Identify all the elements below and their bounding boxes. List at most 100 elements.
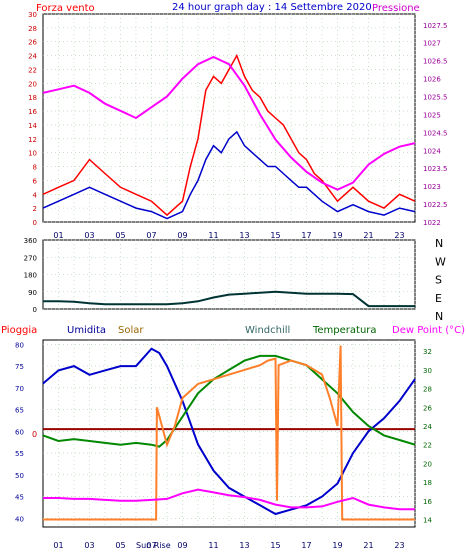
wind-tick-label: 26 xyxy=(28,39,37,47)
wind-tick-label: 18 xyxy=(28,94,37,102)
wind-axis-title: Forza vento xyxy=(36,3,95,14)
humidity-tick-label: 70 xyxy=(15,385,24,393)
series-line xyxy=(42,53,416,217)
wind-tick-label: 6 xyxy=(33,177,38,185)
humidity-tick-label: 75 xyxy=(15,363,24,371)
wind-tick-label: 10 xyxy=(28,150,37,158)
compass-tick-label: W xyxy=(435,255,446,268)
direction-tick-label: 90 xyxy=(28,289,37,297)
x-tick-label: 01 xyxy=(53,541,63,550)
series-line xyxy=(42,55,416,191)
temperature-tick-label: 30 xyxy=(423,367,432,375)
x-tick-label: 05 xyxy=(115,231,125,240)
x-tick-label: 11 xyxy=(208,231,218,240)
legend-solar: Solar xyxy=(118,325,144,336)
wind-tick-label: 2 xyxy=(33,205,37,213)
rain-level-label: 0 xyxy=(32,430,37,439)
direction-tick-label: 180 xyxy=(24,272,37,280)
pressure-tick-label: 1026 xyxy=(423,76,441,84)
temperature-tick-label: 20 xyxy=(423,460,432,468)
x-tick-label: 07 xyxy=(146,231,156,240)
x-tick-label: 05 xyxy=(115,541,125,550)
compass-tick-label: S xyxy=(435,274,442,287)
series-line xyxy=(43,290,415,308)
direction-tick-label: 0 xyxy=(33,306,37,314)
humidity-tick-label: 40 xyxy=(15,515,24,523)
wind-tick-label: 30 xyxy=(28,11,37,19)
x-tick-label: 09 xyxy=(177,541,187,550)
pressure-tick-label: 1025.5 xyxy=(423,93,448,101)
wind-tick-label: 4 xyxy=(33,191,38,199)
wind-tick-label: 16 xyxy=(28,108,37,116)
wind-tick-label: 20 xyxy=(28,80,37,88)
compass-tick-label: N xyxy=(435,237,443,250)
wind-tick-label: 8 xyxy=(33,164,37,172)
humidity-tick-label: 65 xyxy=(15,407,24,415)
pressure-tick-label: 1027 xyxy=(423,40,441,48)
tick-layer: 02468101214161820222426283010221022.5102… xyxy=(15,11,448,550)
pressure-tick-label: 1023 xyxy=(423,183,441,191)
legend-pioggia: Pioggia xyxy=(1,325,37,336)
pressure-tick-label: 1026.5 xyxy=(423,58,448,66)
x-tick-label: 15 xyxy=(270,541,280,550)
temperature-tick-label: 14 xyxy=(423,517,432,525)
pressure-tick-label: 1022 xyxy=(423,219,441,227)
x-tick-label: 03 xyxy=(84,541,94,550)
pressure-tick-label: 1027.5 xyxy=(423,22,448,30)
temperature-tick-label: 28 xyxy=(423,386,432,394)
chart-title: 24 hour graph day : 14 Settembre 2020 xyxy=(172,2,372,13)
pressure-tick-label: 1022.5 xyxy=(423,201,448,209)
x-tick-label: 17 xyxy=(301,231,311,240)
temperature-tick-label: 24 xyxy=(423,423,432,431)
x-tick-label: 15 xyxy=(270,231,280,240)
direction-tick-label: 360 xyxy=(24,237,37,245)
humidity-tick-label: 60 xyxy=(15,428,24,436)
wind-tick-label: 0 xyxy=(33,219,37,227)
humidity-tick-label: 55 xyxy=(15,450,24,458)
x-tick-label: 11 xyxy=(208,541,218,550)
x-tick-label: 17 xyxy=(301,541,311,550)
series-layer xyxy=(42,53,416,521)
x-tick-label: 21 xyxy=(363,541,373,550)
series-line xyxy=(43,488,415,511)
direction-tick-label: 270 xyxy=(24,254,37,262)
x-tick-label: 07 xyxy=(146,541,156,550)
x-tick-label: 09 xyxy=(177,231,187,240)
sunrise-label: Sun Rise xyxy=(136,541,171,550)
legend-temperatura: Temperatura xyxy=(312,325,377,336)
x-tick-label: 19 xyxy=(332,231,342,240)
legend-windchill: Windchill xyxy=(245,325,290,336)
series-line xyxy=(42,347,416,516)
legend-dew-point: Dew Point (°C) xyxy=(392,325,465,336)
temperature-tick-label: 22 xyxy=(423,442,432,450)
pressure-tick-label: 1024 xyxy=(423,147,441,155)
temperature-tick-label: 18 xyxy=(423,479,432,487)
compass-tick-label: E xyxy=(435,292,442,305)
wind-tick-label: 12 xyxy=(28,136,37,144)
humidity-tick-label: 50 xyxy=(15,472,24,480)
pressure-axis-title: Pressione xyxy=(372,3,420,14)
pressure-tick-label: 1025 xyxy=(423,111,441,119)
temperature-tick-label: 16 xyxy=(423,498,432,506)
series-line xyxy=(42,354,416,448)
humidity-tick-label: 80 xyxy=(15,341,24,349)
x-tick-label: 01 xyxy=(53,231,63,240)
x-tick-label: 23 xyxy=(394,231,404,240)
direction-panel-frame xyxy=(42,239,416,310)
wind-tick-label: 22 xyxy=(28,66,37,74)
pressure-tick-label: 1023.5 xyxy=(423,165,448,173)
x-tick-label: 19 xyxy=(332,541,342,550)
x-tick-label: 21 xyxy=(363,231,373,240)
temperature-tick-label: 26 xyxy=(423,404,432,412)
x-tick-label: 03 xyxy=(84,231,94,240)
pressure-tick-label: 1024.5 xyxy=(423,129,448,137)
wind-tick-label: 28 xyxy=(28,25,37,33)
x-tick-label: 13 xyxy=(239,541,249,550)
compass-tick-label: N xyxy=(435,310,443,323)
wind-tick-label: 24 xyxy=(28,53,37,61)
humidity-tick-label: 45 xyxy=(15,494,24,502)
wind-tick-label: 14 xyxy=(28,122,37,130)
x-tick-label: 13 xyxy=(239,231,249,240)
